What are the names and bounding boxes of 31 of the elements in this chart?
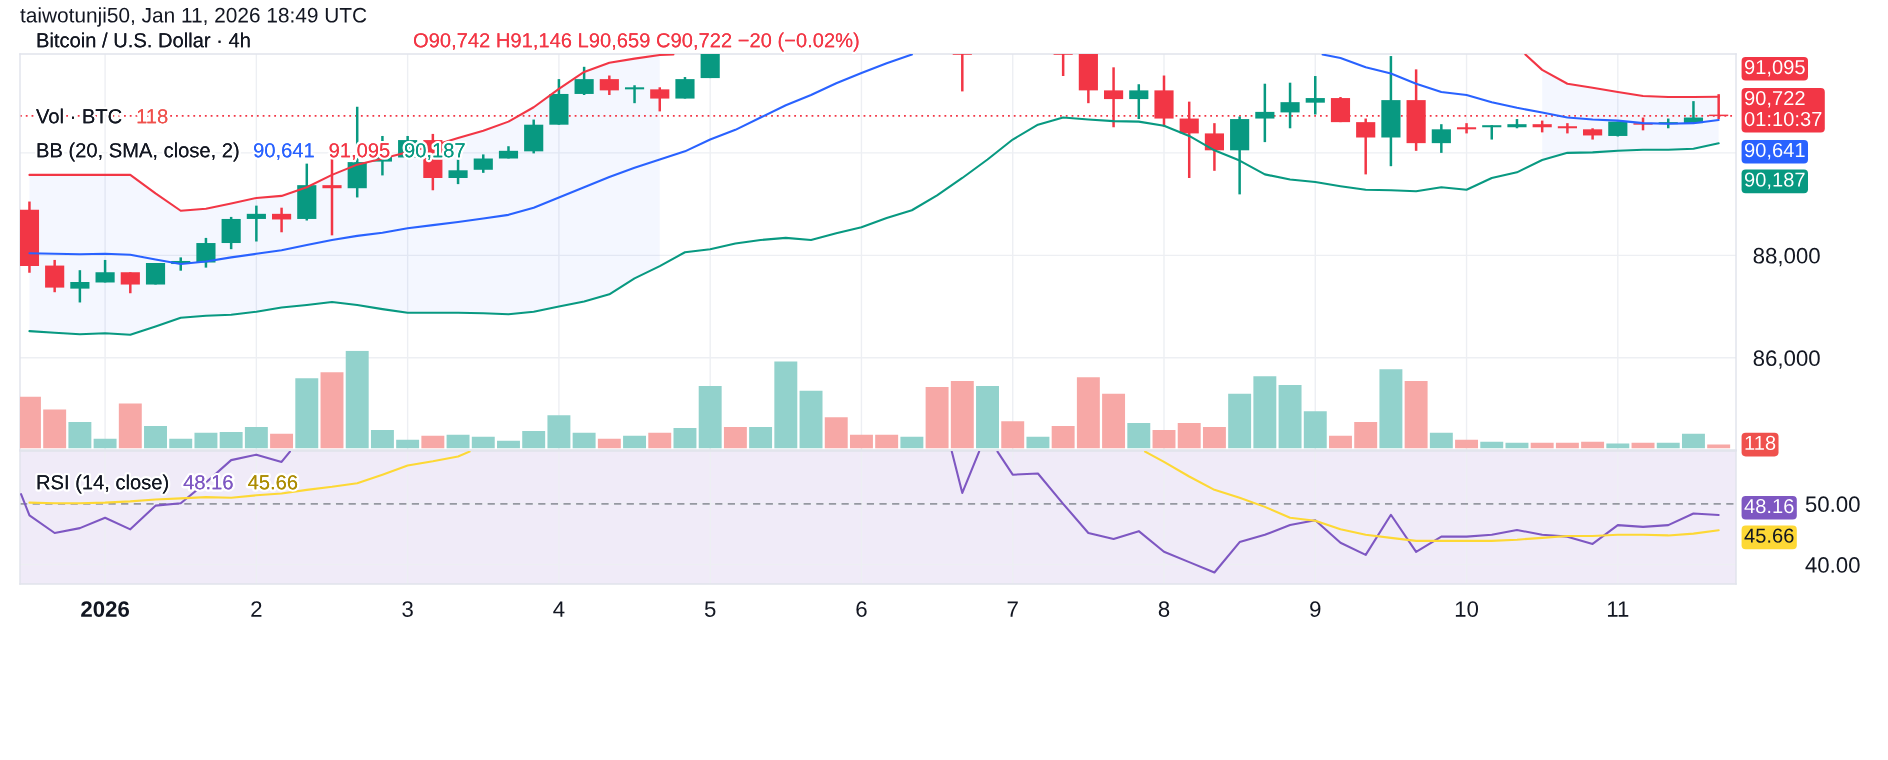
text: O90,742 H91,146 L90,659 C90,722 −20 (−0.02%)	[413, 32, 859, 52]
y-tick-label: 88,000	[1753, 247, 1820, 267]
chart-title: taiwotunji50, Jan 11, 2026 18:49 UTC	[20, 7, 367, 27]
x-tick-label: 10	[1455, 601, 1479, 617]
x-tick-label: 3	[402, 601, 413, 617]
x-tick-label: 2026	[81, 601, 130, 617]
x-tick-label: 6	[856, 601, 867, 617]
x-tick-label: 4	[553, 601, 565, 617]
x-tick-label: 7	[1007, 601, 1018, 617]
y-tick-label: 86,000	[1753, 350, 1820, 369]
chart-subtitle: Bitcoin / U.S. Dollar · 4h	[37, 32, 250, 48]
data-label: 45.66	[1744, 528, 1794, 543]
data-label: 90,641	[1744, 142, 1805, 160]
text: RSI (14, close)	[37, 474, 168, 494]
data-label: 91,095	[1744, 59, 1805, 77]
y-tick-label: 50.00	[1805, 496, 1860, 513]
ref-line-label: 90,722 01:10:37	[1744, 90, 1822, 127]
x-tick-label: 9	[1310, 601, 1321, 617]
annotation: 118	[1745, 435, 1776, 450]
annotation: 118	[137, 109, 168, 124]
x-tick-label: 5	[704, 601, 716, 617]
chart-title: Vol · BTC	[36, 108, 122, 124]
data-label: 90,187	[1744, 172, 1805, 190]
data-label: 48.16	[1744, 498, 1794, 514]
text: 45.66	[248, 475, 298, 490]
x-tick-label: 11	[1607, 601, 1629, 617]
text: 90,641	[254, 143, 314, 160]
x-tick-label: 2	[251, 601, 262, 617]
annotation: BB (20, SMA, close, 2)	[37, 142, 239, 162]
y-tick-label: 40.00	[1805, 557, 1860, 573]
x-tick-label: 8	[1158, 601, 1170, 617]
